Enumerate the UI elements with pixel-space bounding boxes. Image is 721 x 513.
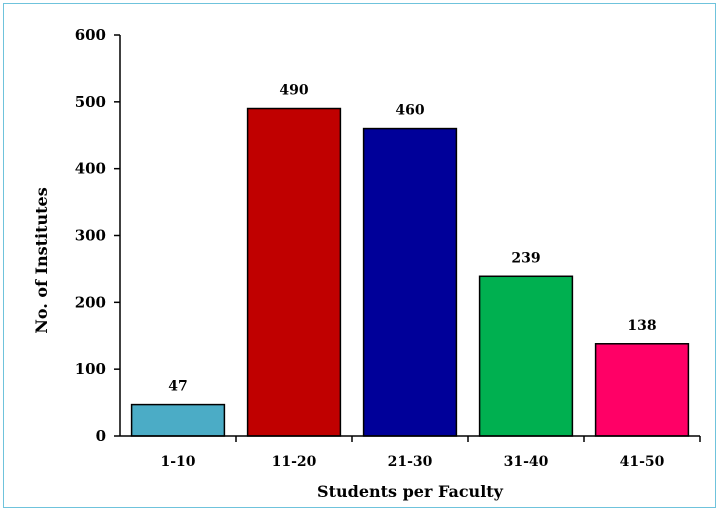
data-label-1-10: 47	[168, 379, 187, 395]
bar-21-30	[362, 127, 458, 437]
data-label-11-20: 490	[279, 83, 308, 99]
y-tick-label: 600	[75, 26, 106, 44]
bar-11-20	[246, 107, 342, 437]
y-tick-label: 300	[75, 227, 106, 245]
bar-31-40	[478, 275, 574, 437]
y-tick-label: 100	[75, 360, 106, 378]
y-tick-label: 400	[75, 160, 106, 178]
y-tick-label: 0	[96, 427, 106, 445]
bars	[130, 107, 690, 437]
bar-41-50	[594, 343, 690, 437]
x-tick-label-11-20: 11-20	[272, 454, 317, 470]
x-tick-label-21-30: 21-30	[388, 454, 433, 470]
data-labels: 47 490 460 239 138	[168, 83, 656, 395]
x-axis-title: Students per Faculty	[317, 482, 504, 501]
data-label-41-50: 138	[627, 318, 656, 334]
x-axis-tick-labels: 1-10 11-20 21-30 31-40 41-50	[160, 436, 701, 470]
x-tick-label-31-40: 31-40	[504, 454, 549, 470]
x-tick-label-1-10: 1-10	[160, 454, 195, 470]
y-tick-label: 200	[75, 293, 106, 311]
data-label-21-30: 460	[395, 103, 424, 119]
x-tick-label-41-50: 41-50	[620, 454, 665, 470]
data-label-31-40: 239	[511, 250, 540, 266]
y-tick-label: 500	[75, 93, 106, 111]
y-axis-title: No. of Institutes	[32, 187, 51, 333]
bar-1-10	[130, 403, 226, 437]
y-axis-ticks: 0 100 200 300 400 500 600	[75, 26, 120, 445]
